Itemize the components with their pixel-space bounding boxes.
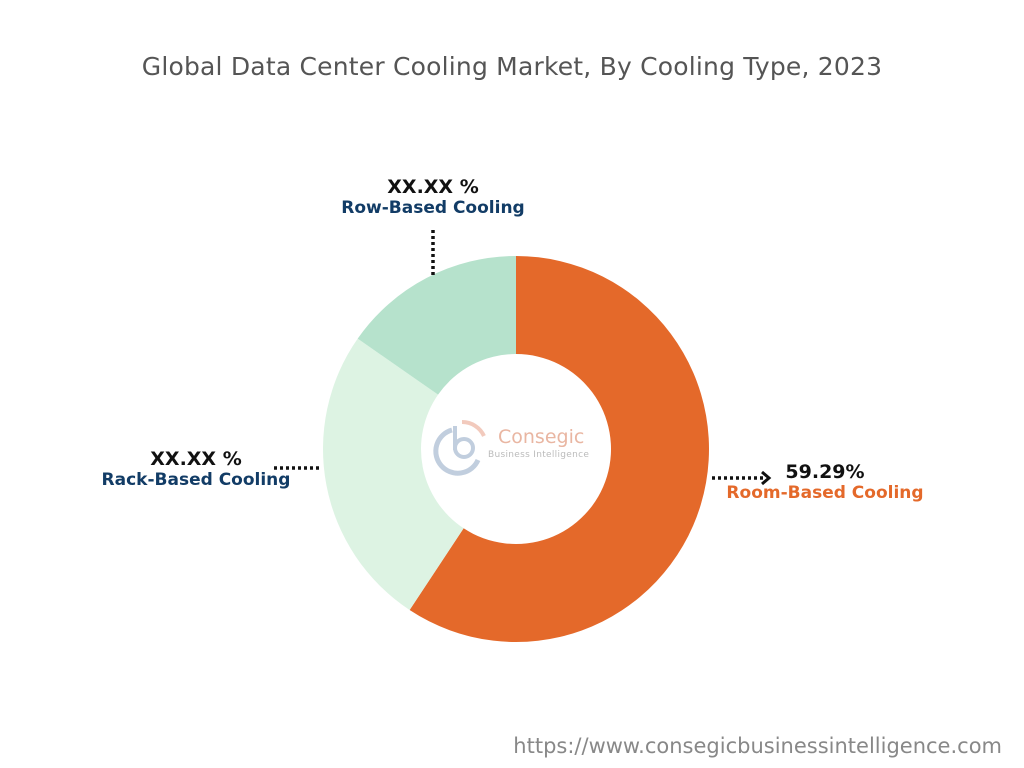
footer-url: https://www.consegicbusinessintelligence… — [513, 734, 1002, 758]
label-room-based: 59.29% Room-Based Cooling — [725, 461, 925, 503]
logo-name: Consegic — [498, 426, 585, 448]
slice-room-based-cooling — [409, 256, 709, 642]
data-label-room-value: 59.29% — [785, 461, 865, 483]
data-label-row-name: Row-Based Cooling — [341, 198, 525, 218]
chart-title: Global Data Center Cooling Market, By Co… — [141, 52, 883, 81]
slice-row-based-cooling — [357, 256, 516, 395]
data-label-rack-name: Rack-Based Cooling — [101, 470, 291, 490]
label-rack-based: XX.XX % Rack-Based Cooling — [96, 448, 296, 490]
label-row-based: XX.XX % Row-Based Cooling — [333, 176, 533, 218]
data-label-row-value: XX.XX % — [387, 176, 479, 198]
data-label-rack-value: XX.XX % — [150, 448, 242, 470]
slice-rack-based-cooling — [322, 338, 464, 611]
data-label-room-name: Room-Based Cooling — [726, 483, 924, 503]
logo-tagline: Business Intelligence — [488, 450, 590, 460]
leader-room-arrowhead — [761, 470, 772, 486]
consegic-logo-icon — [433, 419, 486, 476]
